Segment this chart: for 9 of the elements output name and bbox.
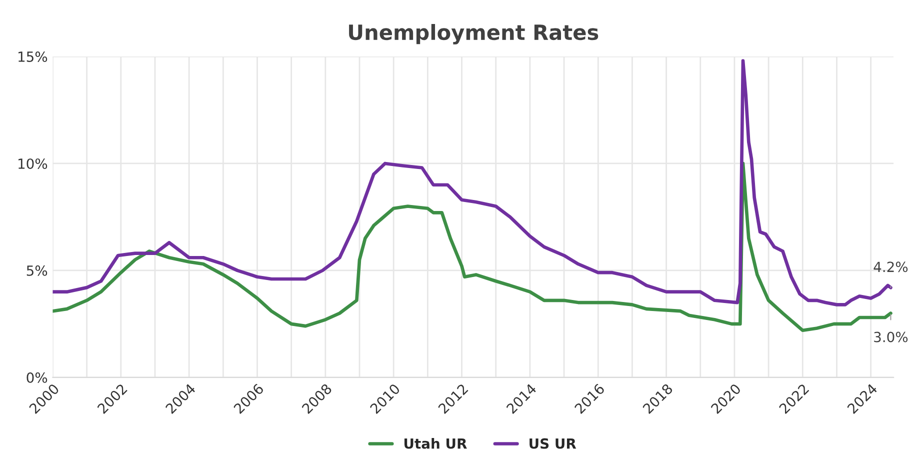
annotation: 4.2%	[874, 262, 908, 272]
legend-label: US UR	[530, 438, 576, 449]
y-tick-label: 15%	[18, 51, 48, 62]
y-tick-label: 0%	[26, 372, 48, 383]
chart-title: Unemployment Rates	[349, 24, 598, 44]
y-tick-label: 5%	[26, 265, 48, 276]
annotation: 3.0%	[874, 332, 908, 342]
legend-label: Utah UR	[404, 438, 467, 449]
y-tick-label: 10%	[18, 158, 48, 169]
